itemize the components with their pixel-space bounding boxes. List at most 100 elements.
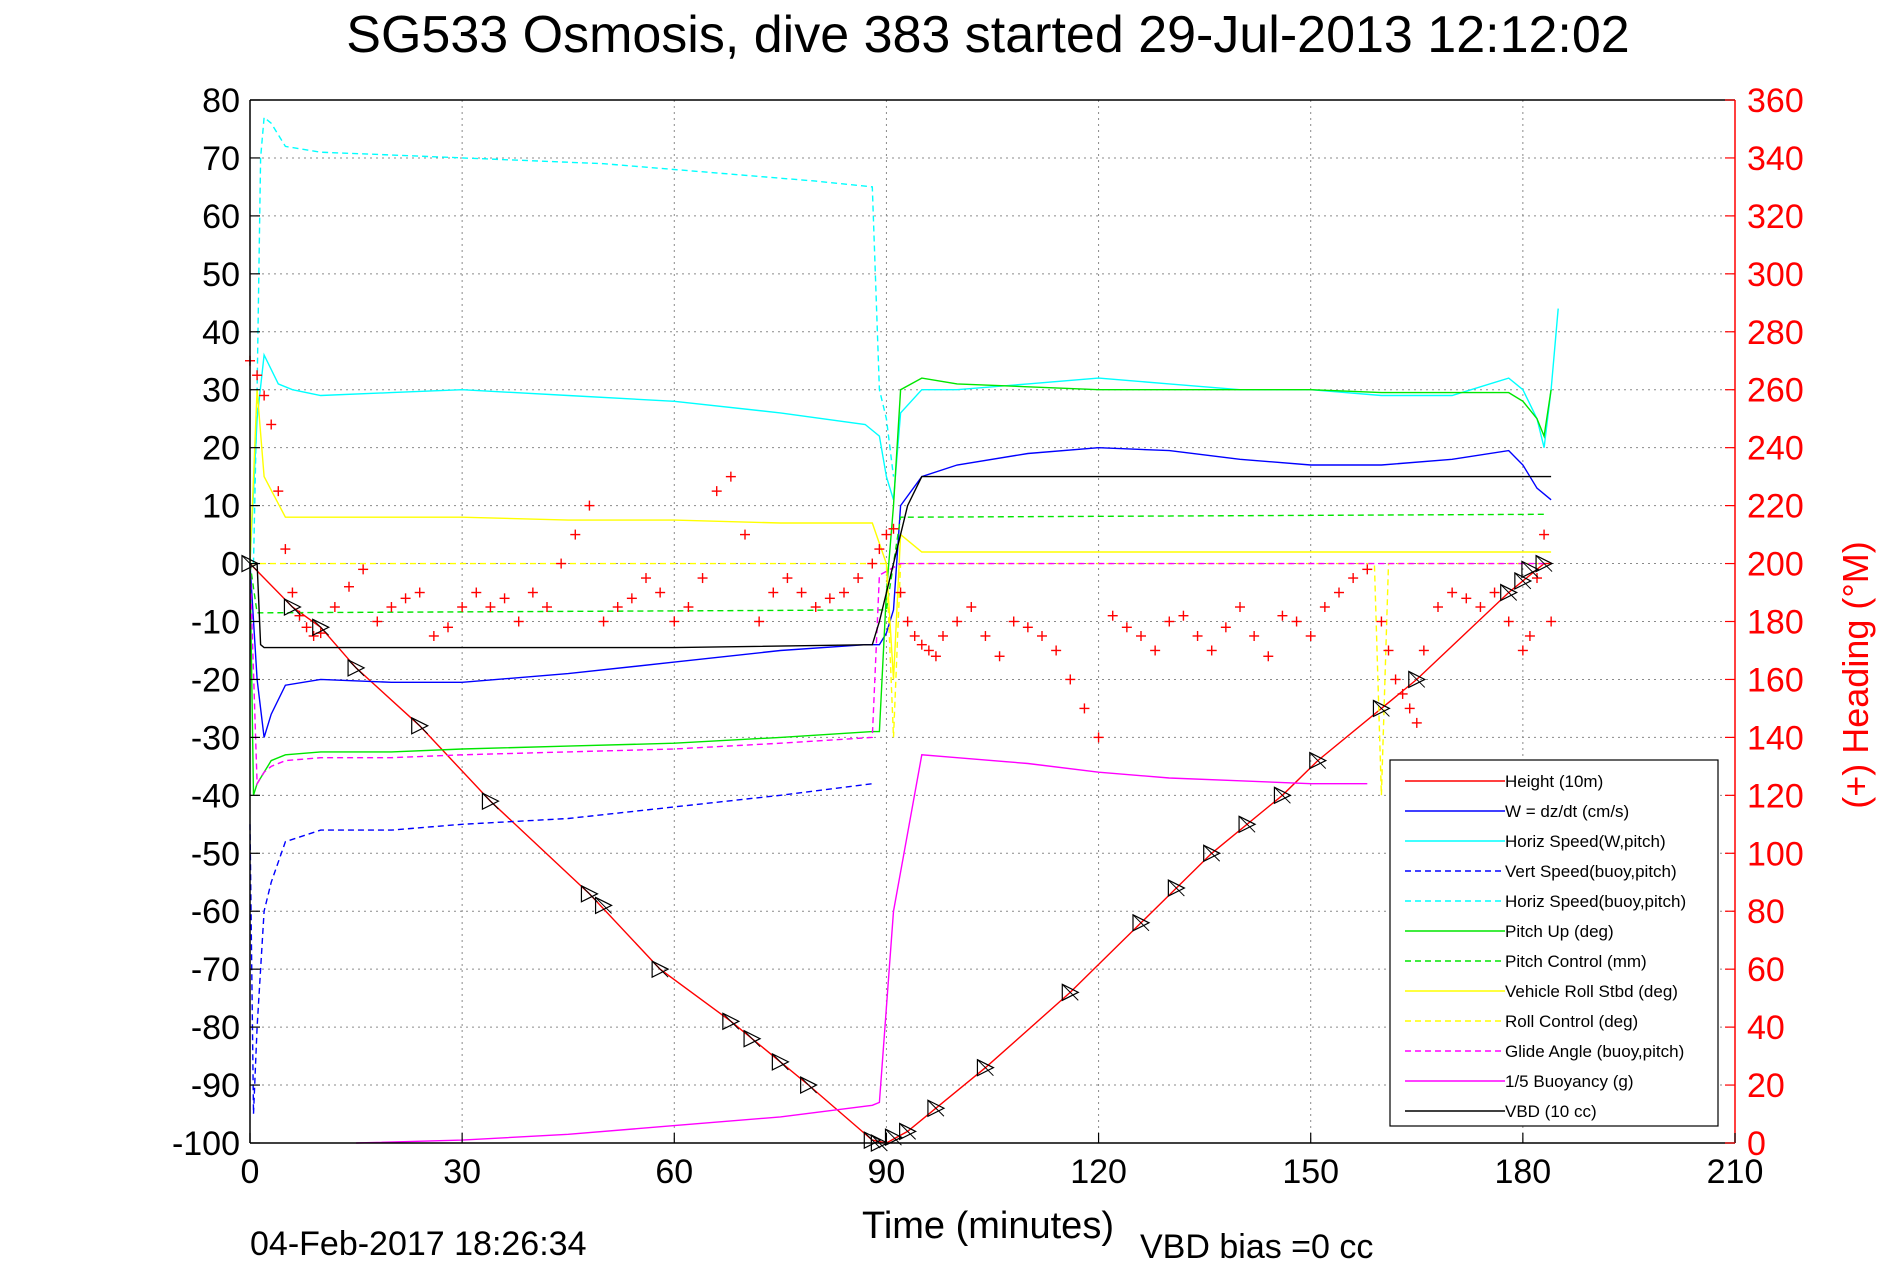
heading-point	[386, 602, 397, 613]
heading-point	[888, 523, 899, 534]
y-tick-label-4: -60	[191, 893, 240, 931]
x-tick-label-5: 150	[1282, 1153, 1339, 1191]
heading-point	[1051, 645, 1062, 656]
y2-tick-label-12: 240	[1747, 430, 1804, 468]
heading-point	[301, 622, 312, 633]
series-line-w-dz-dt-cm-s	[249, 446, 1552, 738]
y2-tick-label-3: 60	[1747, 951, 1785, 989]
depth-marker	[899, 1122, 917, 1141]
depth-marker	[312, 618, 331, 637]
y2-tick-label-10: 200	[1747, 546, 1804, 584]
y2-tick-label-17: 340	[1747, 140, 1804, 178]
legend-label-vehicle-roll-stbd-deg: Vehicle Roll Stbd (deg)	[1505, 982, 1678, 1001]
chart-title: SG533 Osmosis, dive 383 started 29-Jul-2…	[346, 6, 1629, 64]
heading-point	[895, 587, 906, 598]
depth-marker	[347, 658, 366, 677]
heading-point	[428, 630, 439, 641]
y-tick-label-7: -30	[191, 719, 240, 757]
y2-tick-label-6: 120	[1747, 777, 1804, 815]
timestamp-label: 04-Feb-2017 18:26:34	[250, 1225, 586, 1262]
heading-point	[1093, 732, 1104, 743]
heading-point	[1532, 573, 1542, 584]
vbd-bias-label: VBD bias =0 cc	[1140, 1228, 1373, 1262]
heading-point	[499, 593, 510, 604]
y-tick-label-8: -20	[191, 661, 240, 699]
heading-point	[294, 610, 305, 621]
y-tick-label-14: 40	[202, 314, 240, 352]
heading-point	[1390, 674, 1401, 685]
depth-marker	[1521, 560, 1540, 579]
heading-point	[966, 602, 977, 613]
y-tick-label-18: 80	[202, 82, 240, 120]
legend-label-w-dz-dt-cm-s: W = dz/dt (cm/s)	[1505, 802, 1629, 821]
y2-tick-label-16: 320	[1747, 198, 1804, 236]
x-axis-label: Time (minutes)	[862, 1205, 1114, 1247]
heading-point	[711, 486, 722, 497]
series-line-pitch-up-deg	[249, 377, 1552, 796]
depth-marker	[580, 884, 599, 903]
y-tick-label-0: -100	[172, 1125, 240, 1163]
x-tick-label-0: 0	[241, 1153, 260, 1191]
heading-point	[655, 587, 666, 598]
depth-marker	[1535, 554, 1554, 573]
heading-point	[874, 544, 885, 555]
heading-point	[556, 558, 567, 569]
legend-label-glide-angle-buoy-pitch: Glide Angle (buoy,pitch)	[1505, 1042, 1684, 1061]
y2-tick-label-11: 220	[1747, 488, 1804, 526]
legend-label-horiz-speed-buoy-pitch: Horiz Speed(buoy,pitch)	[1505, 892, 1686, 911]
heading-point	[867, 558, 878, 569]
heading-point	[1249, 630, 1260, 641]
heading-point	[598, 616, 609, 627]
heading-point	[344, 581, 354, 592]
y-tick-label-3: -70	[191, 951, 240, 989]
depth-marker	[771, 1052, 790, 1071]
legend-label-vbd-10-cc: VBD (10 cc)	[1505, 1102, 1597, 1121]
legend-label-roll-control-deg: Roll Control (deg)	[1505, 1012, 1638, 1031]
y-tick-label-2: -80	[191, 1009, 240, 1047]
heading-point	[513, 616, 524, 627]
series-line-height-10m	[249, 562, 1552, 1144]
heading-point	[400, 593, 411, 604]
y2-tick-label-7: 140	[1747, 719, 1804, 757]
heading-point	[980, 630, 991, 641]
y-tick-label-1: -90	[191, 1067, 240, 1105]
heading-point	[669, 616, 680, 627]
marker-layer	[241, 554, 1554, 1152]
series-line-1-5-buoyancy-g	[356, 754, 1368, 1144]
heading-point	[1121, 622, 1132, 633]
heading-point	[1539, 529, 1550, 540]
heading-point	[1397, 688, 1408, 699]
depth-marker	[800, 1076, 818, 1095]
legend-label-horiz-speed-w-pitch: Horiz Speed(W,pitch)	[1505, 832, 1666, 851]
x-tick-label-7: 210	[1707, 1153, 1764, 1191]
depth-marker	[1238, 815, 1257, 834]
heading-point	[740, 529, 750, 540]
heading-point	[1150, 645, 1161, 656]
series-line-horiz-speed-buoy-pitch	[252, 116, 895, 564]
heading-point	[1263, 651, 1274, 662]
heading-point	[329, 602, 340, 613]
legend-label-height-10m: Height (10m)	[1505, 772, 1603, 791]
heading-point	[1461, 593, 1472, 604]
heading-point	[839, 587, 849, 598]
series-line-vbd-10-cc	[256, 475, 1552, 649]
heading-point	[443, 622, 453, 633]
heading-point	[1404, 703, 1415, 714]
heading-point	[570, 529, 581, 540]
heading-point	[471, 587, 482, 598]
depth-marker	[1408, 670, 1427, 689]
y2-tick-label-13: 260	[1747, 372, 1804, 410]
heading-point	[485, 602, 496, 613]
heading-point	[308, 630, 319, 641]
heading-point	[1383, 645, 1394, 656]
depth-marker	[1309, 751, 1328, 770]
heading-layer	[245, 355, 1557, 743]
heading-point	[1433, 602, 1443, 613]
heading-point	[1489, 587, 1500, 598]
x-tick-label-1: 30	[443, 1153, 481, 1191]
depth-marker	[1061, 983, 1080, 1002]
heading-point	[542, 602, 552, 613]
heading-point	[994, 651, 1005, 662]
